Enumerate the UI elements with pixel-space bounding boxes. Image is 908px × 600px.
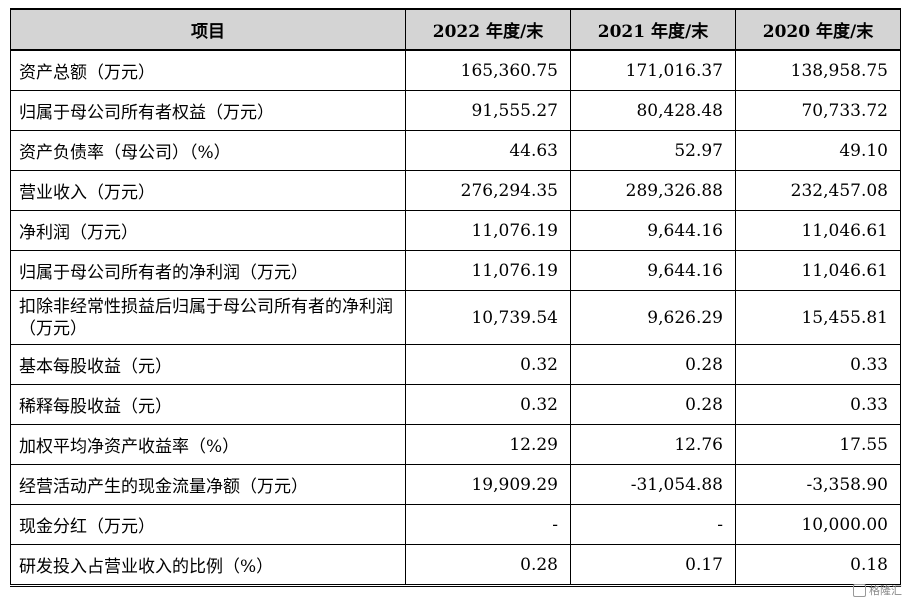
header-2022: 2022 年度/末 — [405, 8, 571, 51]
value-2021: 80,428.48 — [570, 90, 736, 131]
value-2020: 11,046.61 — [735, 250, 901, 291]
value-2021: 52.97 — [570, 130, 736, 171]
value-2021: 9,644.16 — [570, 250, 736, 291]
value-2022: 11,076.19 — [405, 250, 571, 291]
table-row: 归属于母公司所有者的净利润（万元） 11,076.19 9,644.16 11,… — [10, 250, 901, 291]
gelonghui-logo-icon — [853, 583, 866, 597]
row-label: 加权平均净资产收益率（%） — [10, 424, 406, 465]
financial-data-table-container: 项目 2022 年度/末 2021 年度/末 2020 年度/末 资产总额（万元… — [10, 8, 901, 587]
value-2022: 10,739.54 — [405, 290, 571, 345]
table-row: 资产总额（万元） 165,360.75 171,016.37 138,958.7… — [10, 49, 901, 91]
value-2020: 138,958.75 — [735, 49, 901, 91]
value-2022: 12.29 — [405, 424, 571, 465]
row-label: 研发投入占营业收入的比例（%） — [10, 544, 406, 587]
table-row: 基本每股收益（元） 0.32 0.28 0.33 — [10, 344, 901, 385]
table-row: 现金分红（万元） - - 10,000.00 — [10, 504, 901, 545]
value-2021: 9,626.29 — [570, 290, 736, 345]
value-2022: 19,909.29 — [405, 464, 571, 505]
value-2020: 70,733.72 — [735, 90, 901, 131]
value-2021: 9,644.16 — [570, 210, 736, 251]
value-2021: 0.28 — [570, 344, 736, 385]
row-label: 归属于母公司所有者权益（万元） — [10, 90, 406, 131]
table-row: 净利润（万元） 11,076.19 9,644.16 11,046.61 — [10, 210, 901, 251]
value-2020: 0.33 — [735, 384, 901, 425]
table-row: 稀释每股收益（元） 0.32 0.28 0.33 — [10, 384, 901, 425]
table-row: 营业收入（万元） 276,294.35 289,326.88 232,457.0… — [10, 170, 901, 211]
row-label: 资产总额（万元） — [10, 49, 406, 91]
value-2020: 11,046.61 — [735, 210, 901, 251]
value-2020: 232,457.08 — [735, 170, 901, 211]
row-label: 基本每股收益（元） — [10, 344, 406, 385]
table-row: 归属于母公司所有者权益（万元） 91,555.27 80,428.48 70,7… — [10, 90, 901, 131]
row-label: 现金分红（万元） — [10, 504, 406, 545]
value-2020: 0.18 — [735, 544, 901, 587]
watermark-text: 格隆汇 — [869, 584, 902, 597]
header-2021: 2021 年度/末 — [570, 8, 736, 51]
header-2020: 2020 年度/末 — [735, 8, 901, 51]
watermark: 格隆汇 — [853, 582, 902, 598]
financial-data-table: 项目 2022 年度/末 2021 年度/末 2020 年度/末 资产总额（万元… — [10, 8, 901, 587]
row-label: 净利润（万元） — [10, 210, 406, 251]
value-2021: 289,326.88 — [570, 170, 736, 211]
value-2020: 17.55 — [735, 424, 901, 465]
value-2020: 0.33 — [735, 344, 901, 385]
table-row: 研发投入占营业收入的比例（%） 0.28 0.17 0.18 — [10, 544, 901, 587]
value-2021: 0.28 — [570, 384, 736, 425]
table-header-row: 项目 2022 年度/末 2021 年度/末 2020 年度/末 — [10, 8, 901, 51]
value-2020: 10,000.00 — [735, 504, 901, 545]
table-row: 加权平均净资产收益率（%） 12.29 12.76 17.55 — [10, 424, 901, 465]
value-2022: 44.63 — [405, 130, 571, 171]
value-2022: 91,555.27 — [405, 90, 571, 131]
value-2021: 171,016.37 — [570, 49, 736, 91]
header-item: 项目 — [10, 8, 406, 51]
value-2020: -3,358.90 — [735, 464, 901, 505]
value-2020: 15,455.81 — [735, 290, 901, 345]
row-label: 营业收入（万元） — [10, 170, 406, 211]
value-2022: 0.32 — [405, 344, 571, 385]
row-label: 资产负债率（母公司）（%） — [10, 130, 406, 171]
table-row: 资产负债率（母公司）（%） 44.63 52.97 49.10 — [10, 130, 901, 171]
row-label: 扣除非经常性损益后归属于母公司所有者的净利润（万元） — [10, 290, 406, 345]
value-2021: -31,054.88 — [570, 464, 736, 505]
row-label: 归属于母公司所有者的净利润（万元） — [10, 250, 406, 291]
value-2022: - — [405, 504, 571, 545]
value-2021: 12.76 — [570, 424, 736, 465]
value-2021: 0.17 — [570, 544, 736, 587]
value-2022: 11,076.19 — [405, 210, 571, 251]
table-row: 扣除非经常性损益后归属于母公司所有者的净利润（万元） 10,739.54 9,6… — [10, 290, 901, 345]
value-2022: 165,360.75 — [405, 49, 571, 91]
value-2022: 0.28 — [405, 544, 571, 587]
row-label: 经营活动产生的现金流量净额（万元） — [10, 464, 406, 505]
value-2022: 276,294.35 — [405, 170, 571, 211]
table-row: 经营活动产生的现金流量净额（万元） 19,909.29 -31,054.88 -… — [10, 464, 901, 505]
row-label: 稀释每股收益（元） — [10, 384, 406, 425]
value-2021: - — [570, 504, 736, 545]
value-2022: 0.32 — [405, 384, 571, 425]
value-2020: 49.10 — [735, 130, 901, 171]
